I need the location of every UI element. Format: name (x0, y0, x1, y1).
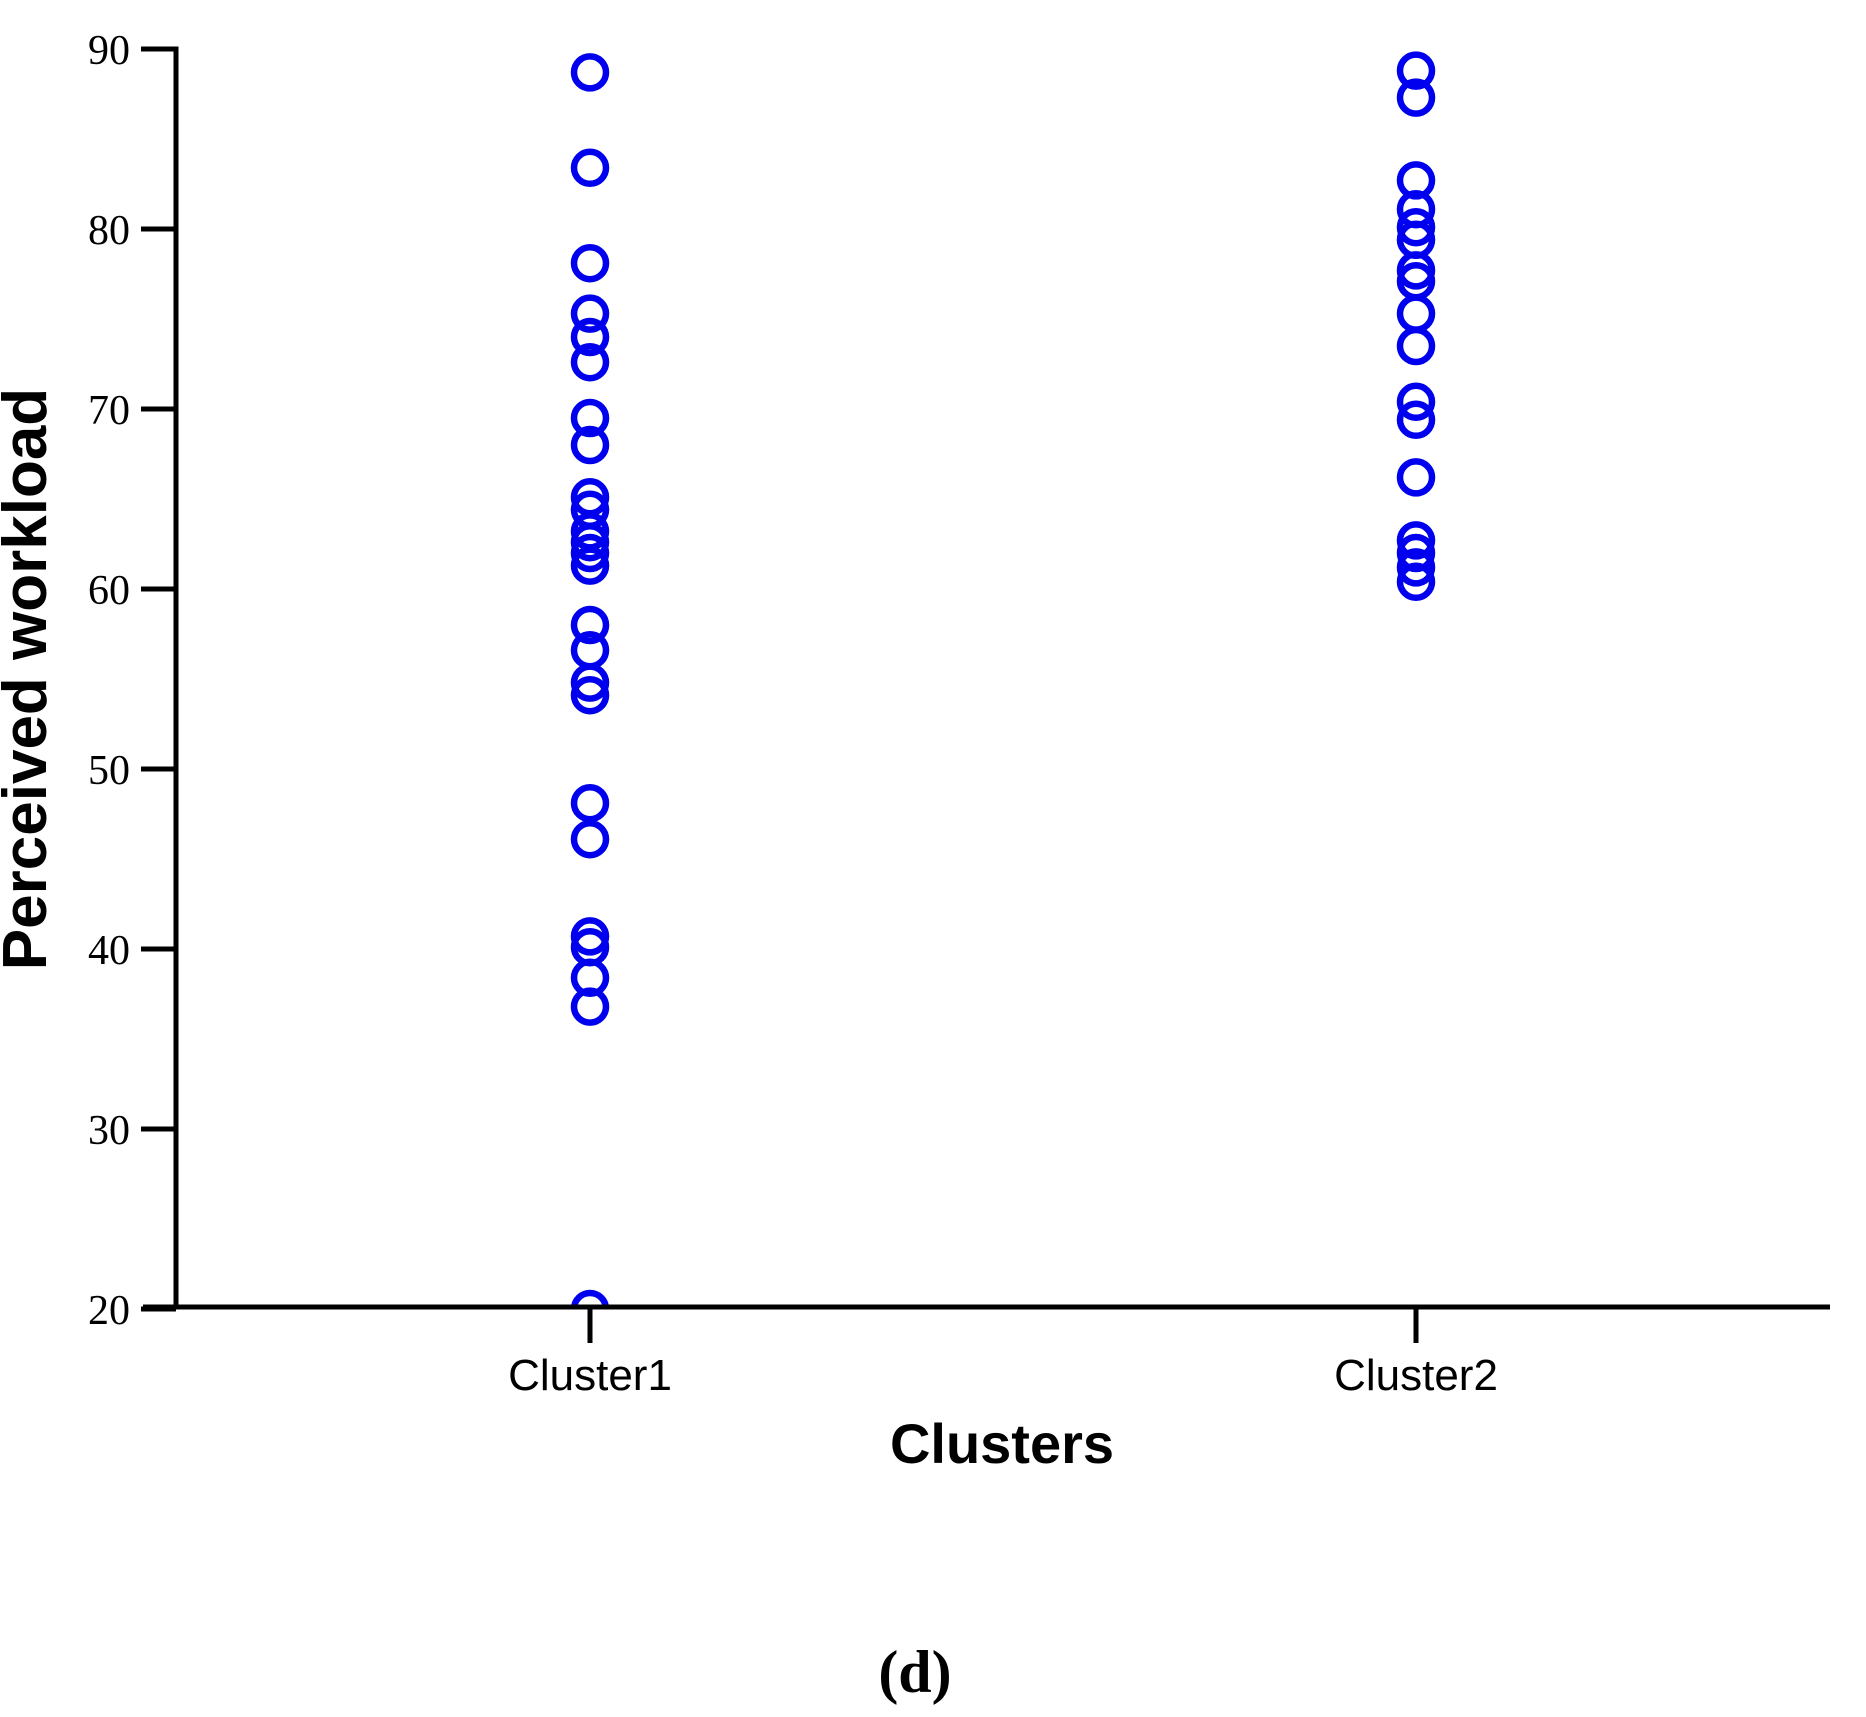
data-point-cluster1 (570, 294, 610, 333)
data-point-cluster2 (1396, 521, 1436, 560)
data-point-cluster2 (1396, 562, 1436, 602)
data-point-cluster2 (1396, 251, 1436, 290)
data-point-cluster1 (570, 987, 610, 1026)
data-point-cluster1 (570, 342, 610, 382)
y-tick-label: 50 (88, 748, 130, 794)
data-point-cluster1 (570, 243, 610, 283)
data-point-cluster2 (1396, 382, 1436, 422)
y-tick-label: 40 (88, 928, 130, 974)
y-tick-label: 60 (88, 568, 130, 614)
data-point-cluster1 (570, 546, 610, 585)
data-point-cluster1 (570, 53, 610, 92)
data-point-cluster2 (1396, 51, 1436, 90)
figure-caption: (d) (878, 1639, 951, 1705)
data-point-cluster1 (570, 917, 610, 956)
data-point-cluster2 (1396, 458, 1436, 497)
data-point-cluster1 (570, 425, 610, 465)
data-point-cluster2 (1396, 207, 1436, 247)
y-tick-label: 70 (88, 388, 130, 434)
data-point-cluster1 (570, 675, 610, 715)
data-point-cluster1 (570, 605, 610, 645)
x-tick-label-cluster1: Cluster1 (508, 1351, 672, 1400)
data-point-cluster1 (570, 522, 610, 562)
y-axis-title: Perceived workload (0, 388, 60, 970)
y-tick-label: 20 (88, 1288, 130, 1334)
axes-layer (141, 46, 1830, 1343)
data-point-cluster1 (570, 533, 610, 573)
data-point-cluster2 (1396, 326, 1436, 366)
x-axis-title: Clusters (890, 1412, 1114, 1475)
x-tick-label-cluster2: Cluster2 (1334, 1351, 1498, 1400)
data-point-cluster1 (570, 398, 610, 438)
data-points-layer (570, 51, 1436, 1309)
data-point-cluster2 (1396, 78, 1436, 117)
data-point-cluster2 (1396, 548, 1436, 587)
data-point-cluster1 (570, 819, 610, 859)
data-point-cluster1 (570, 783, 610, 823)
data-point-cluster2 (1396, 400, 1436, 440)
data-point-cluster1 (570, 663, 610, 702)
data-point-cluster1 (570, 317, 610, 357)
data-point-cluster1 (570, 1289, 610, 1309)
y-tick-label: 80 (88, 208, 130, 254)
data-point-cluster2 (1396, 294, 1436, 333)
data-point-cluster1 (570, 148, 610, 188)
y-tick-label: 90 (88, 28, 130, 74)
y-tick-label: 30 (88, 1108, 130, 1154)
